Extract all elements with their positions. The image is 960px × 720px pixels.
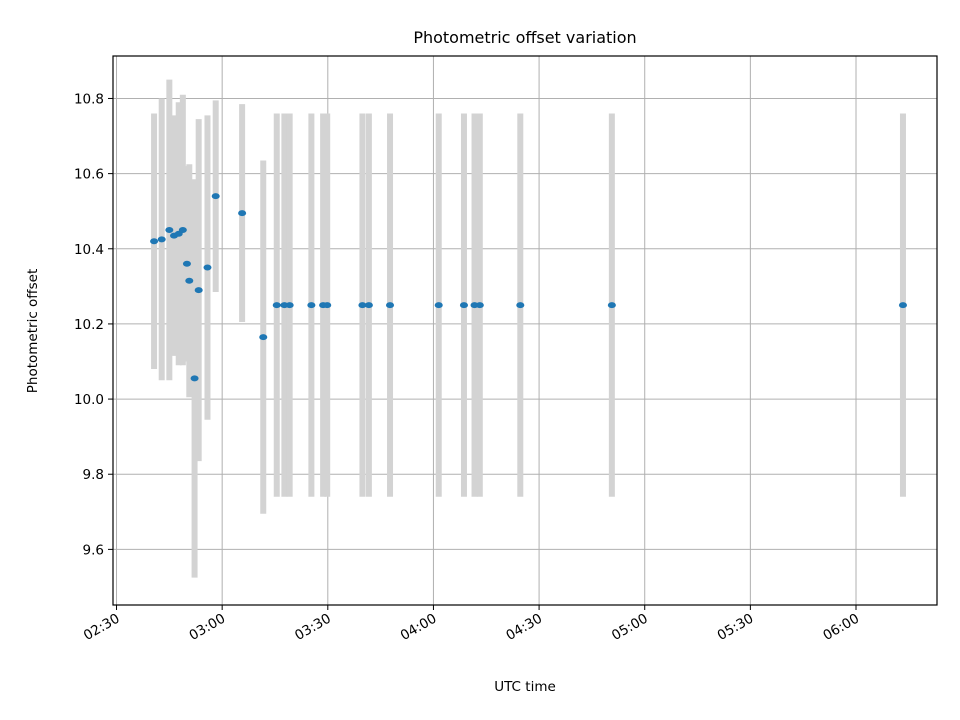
y-axis-label: Photometric offset — [25, 269, 41, 393]
y-tick-label: 9.6 — [83, 542, 104, 558]
data-point — [259, 334, 268, 341]
data-points — [150, 193, 907, 382]
y-tick-label: 10.8 — [74, 91, 104, 107]
data-point — [307, 302, 316, 309]
data-point — [607, 302, 616, 309]
data-point — [386, 302, 395, 309]
y-tick-label: 10.0 — [74, 392, 104, 408]
data-point — [323, 302, 332, 309]
data-point — [157, 236, 166, 243]
data-point — [194, 287, 203, 294]
data-point — [185, 277, 194, 284]
y-axis-ticks: 9.6 9.8 10.0 10.2 10.4 10.6 10.8 — [74, 91, 113, 558]
chart-title: Photometric offset variation — [413, 28, 636, 47]
data-point — [459, 302, 468, 309]
data-point — [190, 375, 199, 382]
data-point — [358, 302, 367, 309]
data-point — [182, 260, 191, 267]
data-point — [150, 238, 159, 245]
data-point — [475, 302, 484, 309]
data-point — [434, 302, 443, 309]
x-axis-label: UTC time — [494, 679, 556, 695]
data-point — [364, 302, 373, 309]
data-point — [203, 264, 212, 271]
y-tick-label: 9.8 — [83, 467, 104, 483]
data-point — [516, 302, 525, 309]
data-point — [178, 226, 187, 233]
data-point — [272, 302, 281, 309]
y-tick-label: 10.2 — [74, 317, 104, 333]
y-tick-label: 10.4 — [74, 242, 104, 258]
data-point — [285, 302, 294, 309]
plot-frame — [112, 55, 938, 606]
y-tick-label: 10.6 — [74, 167, 104, 183]
data-point — [165, 226, 174, 233]
data-point — [211, 193, 220, 200]
data-point — [238, 210, 247, 217]
data-point — [898, 302, 907, 309]
